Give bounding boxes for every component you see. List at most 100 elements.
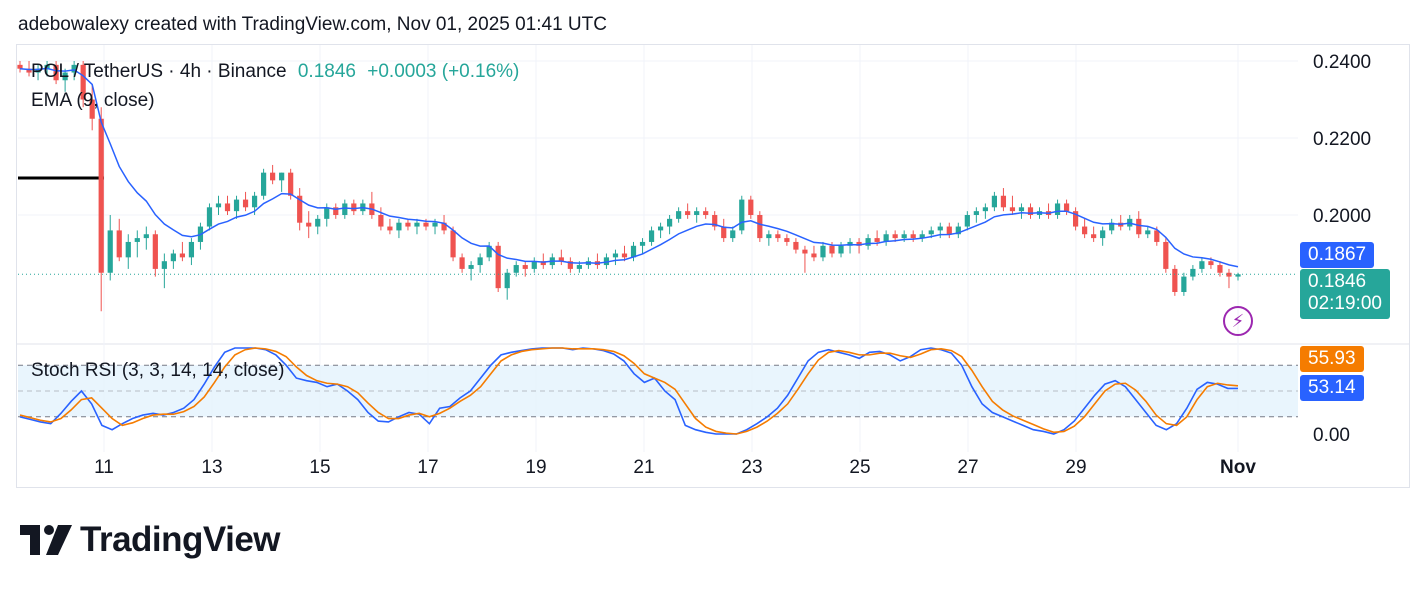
candle-body bbox=[1172, 268, 1178, 292]
candle-body bbox=[621, 253, 628, 258]
candle-body bbox=[685, 211, 691, 215]
candle-body bbox=[721, 226, 727, 239]
candle-body bbox=[793, 241, 799, 250]
candle-body bbox=[459, 257, 465, 269]
candle-body bbox=[35, 68, 41, 73]
candle-body bbox=[874, 238, 880, 242]
change-label: +0.0003 (+0.16%) bbox=[367, 61, 520, 82]
candle-body bbox=[134, 238, 140, 242]
x-tick-label: 17 bbox=[417, 457, 438, 478]
candle-body bbox=[251, 195, 258, 208]
stoch-d-tag: 55.93 bbox=[1300, 346, 1364, 372]
candle-body bbox=[468, 265, 474, 269]
ema-line bbox=[19, 67, 1239, 268]
candle-body bbox=[170, 253, 176, 262]
candle-body bbox=[215, 203, 222, 208]
candle-body bbox=[748, 199, 754, 215]
candle-body bbox=[89, 99, 95, 119]
candle-body bbox=[1063, 203, 1070, 212]
candle-body bbox=[558, 257, 564, 262]
candle-body bbox=[712, 215, 718, 227]
candle-body bbox=[1181, 276, 1187, 292]
candle-countdown: 02:19:00 bbox=[1308, 293, 1382, 314]
candle-body bbox=[1154, 230, 1160, 242]
tradingview-logo-icon bbox=[20, 525, 72, 555]
x-tick-label: 27 bbox=[957, 457, 978, 478]
candle-body bbox=[522, 265, 528, 269]
candle-body bbox=[892, 234, 898, 239]
candle-body bbox=[477, 257, 483, 266]
candle-body bbox=[504, 272, 510, 289]
candle-body bbox=[1145, 230, 1151, 235]
y-tick-label: 0.2400 bbox=[1313, 52, 1371, 73]
candle-body bbox=[901, 234, 907, 239]
candle-body bbox=[1054, 203, 1061, 215]
candle-body bbox=[910, 234, 916, 239]
candle-body bbox=[206, 207, 213, 227]
candle-body bbox=[116, 230, 122, 258]
candle-body bbox=[513, 265, 519, 273]
candle-body bbox=[1208, 261, 1214, 266]
candle-body bbox=[378, 215, 384, 227]
stoch-k-line bbox=[19, 347, 1238, 435]
chart-frame[interactable] bbox=[16, 44, 1410, 488]
stoch-legend[interactable]: Stoch RSI (3, 3, 14, 14, close) bbox=[31, 360, 285, 381]
candle-body bbox=[928, 230, 934, 235]
candle-body bbox=[757, 215, 763, 239]
candle-body bbox=[955, 226, 961, 235]
candle-body bbox=[1217, 265, 1223, 273]
candle-body bbox=[811, 253, 817, 258]
candle-body bbox=[1027, 207, 1034, 215]
candle-body bbox=[80, 64, 86, 100]
candle-body bbox=[612, 253, 619, 258]
axes: 11 13 15 17 19 21 23 25 27 29 Nov 0.2400 0.2200 0.200… bbox=[94, 52, 1371, 478]
symbol-legend[interactable]: POL / TetherUS · 4h · Binance 0.1846 +0.… bbox=[31, 61, 519, 83]
tradingview-logo: TradingView bbox=[20, 520, 281, 560]
candle-body bbox=[694, 211, 700, 215]
stoch-k-tag: 53.14 bbox=[1300, 375, 1364, 401]
candle-body bbox=[784, 238, 790, 242]
candle-body bbox=[531, 261, 537, 269]
candle-body bbox=[1109, 222, 1115, 231]
y-tick-label: 0.2200 bbox=[1313, 129, 1371, 150]
candle-body bbox=[766, 234, 772, 239]
candle-body bbox=[486, 245, 492, 258]
candle-body bbox=[1000, 195, 1007, 208]
candle-body bbox=[982, 207, 988, 212]
candle-body bbox=[1226, 272, 1232, 277]
x-tick-label: 19 bbox=[525, 457, 546, 478]
candle-body bbox=[297, 195, 303, 223]
ema-legend[interactable]: EMA (9, close) bbox=[31, 90, 155, 111]
candle-body bbox=[1190, 268, 1196, 277]
candle-body bbox=[161, 261, 167, 269]
candle-body bbox=[667, 218, 673, 227]
current-price-tag: 0.1846 02:19:00 bbox=[1300, 269, 1390, 319]
candle-body bbox=[1091, 234, 1097, 239]
x-tick-label: 13 bbox=[201, 457, 222, 478]
candle-body bbox=[630, 245, 637, 258]
candle-body bbox=[306, 222, 312, 227]
symbol-title: POL / TetherUS · 4h · Binance bbox=[31, 61, 287, 82]
candle-body bbox=[991, 195, 997, 208]
candle-body bbox=[820, 245, 826, 258]
candle-body bbox=[739, 199, 745, 231]
tradingview-logo-text: TradingView bbox=[80, 520, 281, 559]
candle-body bbox=[414, 222, 420, 227]
candle-body bbox=[495, 245, 501, 289]
candle-body bbox=[576, 265, 582, 269]
stoch-y-tick-label: 0.00 bbox=[1313, 425, 1350, 446]
x-tick-label: 15 bbox=[309, 457, 330, 478]
candle-body bbox=[342, 203, 348, 215]
x-tick-label: 21 bbox=[633, 457, 654, 478]
lightning-icon[interactable]: ⚡ bbox=[1223, 306, 1253, 336]
candle-body bbox=[396, 222, 402, 231]
candle-body bbox=[937, 226, 943, 231]
candle-body bbox=[639, 241, 646, 246]
candle-body bbox=[261, 172, 267, 196]
last-price-label: 0.1846 bbox=[297, 61, 356, 82]
candle-body bbox=[856, 241, 862, 246]
candle-body bbox=[432, 222, 438, 227]
candle-body bbox=[26, 68, 32, 73]
candle-body bbox=[964, 215, 970, 227]
